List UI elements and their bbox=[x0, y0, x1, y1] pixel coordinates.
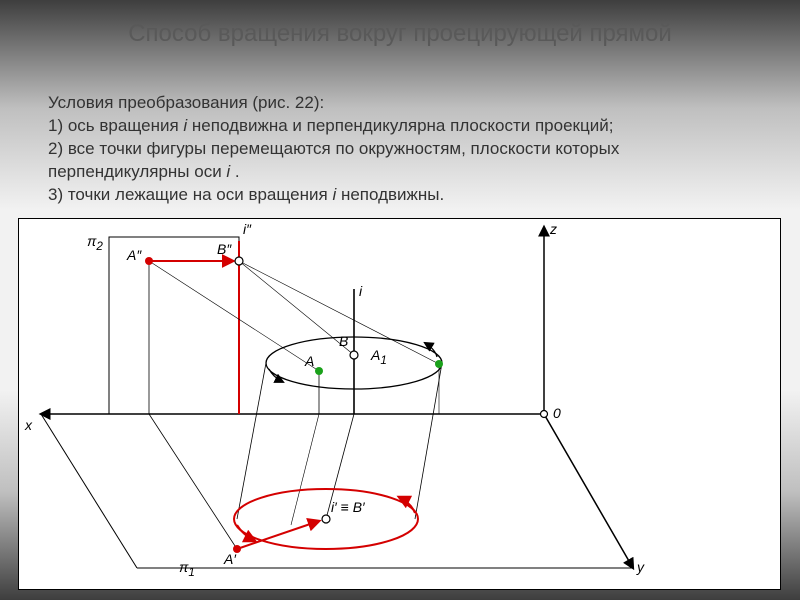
y-label: y bbox=[637, 559, 644, 575]
page-title: Способ вращения вокруг проецирующей прям… bbox=[0, 20, 800, 48]
item-1: 1) ось вращения i неподвижна и перпендик… bbox=[48, 115, 760, 138]
item-2b: перпендикулярны оси i . bbox=[48, 161, 760, 184]
A1-label: A1 bbox=[371, 347, 387, 367]
Aprime-label: A′ bbox=[224, 551, 236, 567]
A-label: A bbox=[305, 353, 314, 369]
i-label: i bbox=[359, 283, 362, 299]
x-label: x bbox=[25, 417, 32, 433]
item-3: 3) точки лежащие на оси вращения i непод… bbox=[48, 184, 760, 207]
intro-line: Условия преобразования (рис. 22): bbox=[48, 92, 760, 115]
pi1-label: π1 bbox=[179, 559, 195, 579]
pi2-label: π2 bbox=[87, 233, 103, 253]
conditions-text: Условия преобразования (рис. 22): 1) ось… bbox=[48, 92, 760, 207]
z-label: z bbox=[550, 221, 557, 237]
B-label: B bbox=[339, 333, 348, 349]
origin-label: 0 bbox=[553, 405, 561, 421]
A2-label: A″ bbox=[127, 247, 141, 263]
diagram-svg bbox=[19, 219, 780, 589]
diagram: z x y 0 π2 π1 A″ B″ i″ i B A A1 A′ i′ ≡ … bbox=[18, 218, 781, 590]
iBprime-label: i′ ≡ B′ bbox=[331, 499, 365, 515]
B2-label: B″ bbox=[217, 241, 231, 257]
i2-label: i″ bbox=[243, 221, 251, 237]
item-2a: 2) все точки фигуры перемещаются по окру… bbox=[48, 138, 760, 161]
